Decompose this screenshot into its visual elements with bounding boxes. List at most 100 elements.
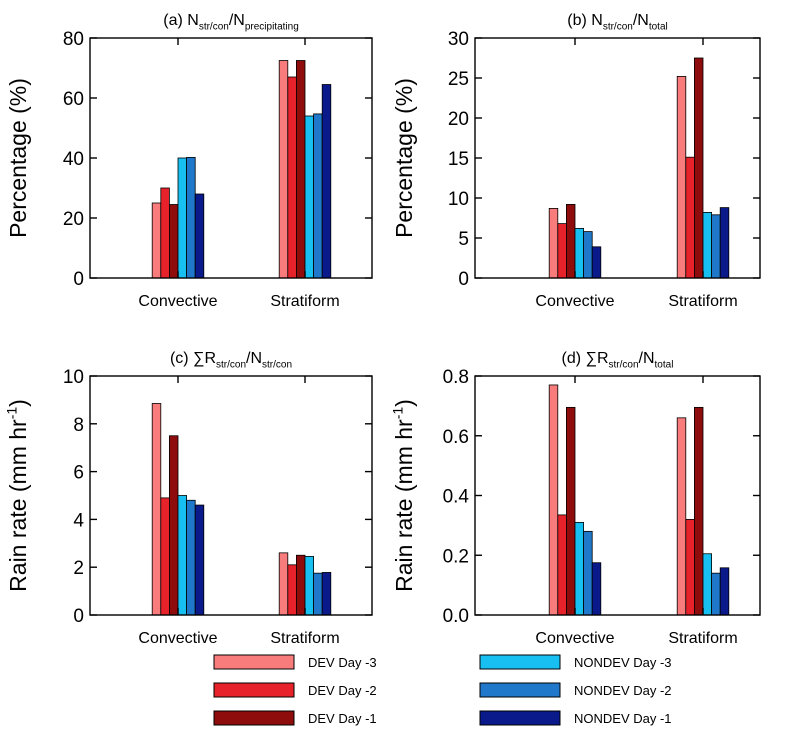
bar [548, 384, 559, 616]
y-tick-label: 25 [448, 69, 469, 90]
legend-label: NONDEV Day -1 [574, 711, 672, 726]
chart-panel-b: 0 5 10 15 20 25 30 Convective Stratiform (b) Nstr… [391, 12, 761, 310]
bar [287, 564, 297, 616]
y-tick-label: 0 [73, 606, 84, 627]
y-tick-label: 0.4 [443, 487, 470, 508]
chart-title-part: (d) ∑R [562, 350, 609, 367]
bar [548, 207, 559, 279]
chart-title-part: str/con [603, 21, 633, 32]
x-tick-label: Stratiform [270, 293, 339, 310]
bar [151, 202, 162, 279]
bar [685, 519, 695, 616]
y-tick-label: 0.8 [443, 367, 469, 388]
bar [566, 203, 576, 279]
y-axis-label-part: -1 [389, 407, 405, 420]
bar [321, 84, 332, 279]
bar [719, 207, 730, 279]
bar [295, 554, 306, 616]
y-tick-label: 0.2 [443, 546, 469, 567]
bar [702, 211, 713, 279]
x-tick-label: Stratiform [668, 293, 737, 310]
bar [694, 57, 704, 279]
y-tick-label: 80 [63, 29, 84, 50]
y-axis-label-part: Percentage (%) [391, 78, 417, 238]
y-axis-label-part: Percentage (%) [5, 78, 31, 238]
y-axis-label-part: Rain rate (mm hr [391, 419, 417, 592]
y-tick-label: 2 [73, 558, 84, 579]
bar [557, 223, 567, 279]
y-tick-label: 15 [448, 149, 469, 170]
y-tick-label: 6 [73, 463, 84, 484]
bar [313, 113, 323, 279]
y-tick-label: 0 [458, 269, 469, 290]
y-tick-label: 8 [73, 415, 84, 436]
y-tick-label: 20 [448, 109, 469, 130]
y-axis-label-part: ) [5, 399, 31, 407]
legend-swatch [479, 710, 561, 726]
bar [168, 204, 179, 279]
y-tick-label: 60 [63, 89, 84, 110]
legend-label: DEV Day -3 [308, 655, 377, 670]
bar [177, 495, 188, 616]
legend-item: NONDEV Day -3 [479, 654, 672, 670]
legend-swatch [213, 654, 295, 670]
x-tick-label: Convective [535, 293, 614, 310]
chart-title: (a) Nstr/con/Nprecipitating [163, 12, 299, 32]
legend: DEV Day -3 DEV Day -2 DEV Day -1 NONDEV Day… [213, 654, 672, 726]
bar [694, 406, 704, 616]
chart-title: (b) Nstr/con/Ntotal [567, 12, 667, 32]
y-tick-label: 20 [63, 209, 84, 230]
chart-title-part: precipitating [245, 21, 299, 32]
chart-title-part: /N [639, 350, 655, 367]
bar [186, 156, 196, 279]
bar [711, 572, 721, 616]
chart-title-part: /N [246, 350, 262, 367]
chart-panel-d: 0.0 0.2 0.4 0.6 0.8 Convective Stratiform (d) ∑… [389, 350, 761, 647]
legend-label: NONDEV Day -2 [574, 683, 672, 698]
bar [574, 227, 585, 279]
legend-item: DEV Day -2 [213, 682, 377, 698]
bar [719, 567, 730, 616]
bar [676, 417, 687, 616]
x-tick-label: Convective [138, 293, 217, 310]
bar [583, 231, 593, 279]
bar [278, 552, 289, 616]
x-tick-label: Convective [138, 630, 217, 647]
legend-item: DEV Day -1 [213, 710, 377, 726]
chart-title-part: str/con [609, 359, 639, 370]
y-tick-label: 10 [63, 367, 84, 388]
y-tick-label: 0.6 [443, 427, 469, 448]
x-tick-label: Convective [535, 630, 614, 647]
y-tick-label: 10 [448, 189, 469, 210]
bar [160, 497, 170, 616]
y-axis-label: Percentage (%) [391, 78, 417, 238]
bar [194, 193, 205, 279]
bar [304, 556, 315, 616]
y-tick-label: 40 [63, 149, 84, 170]
legend-item: DEV Day -3 [213, 654, 377, 670]
legend-swatch [479, 682, 561, 698]
bar [591, 246, 602, 279]
bar [287, 76, 297, 279]
bar [702, 553, 713, 616]
y-tick-label: 0 [73, 269, 84, 290]
bar [557, 514, 567, 616]
y-axis-label: Rain rate (mm hr-1) [3, 399, 31, 592]
chart-title-part: (b) N [567, 12, 603, 29]
bar [583, 530, 593, 616]
legend-swatch [213, 682, 295, 698]
chart-title-part: /N [633, 12, 649, 29]
bar [160, 187, 170, 279]
y-tick-label: 0.0 [443, 606, 469, 627]
legend-label: DEV Day -2 [308, 683, 377, 698]
bar [177, 157, 188, 279]
x-tick-label: Stratiform [668, 630, 737, 647]
legend-label: NONDEV Day -3 [574, 655, 672, 670]
legend-swatch [479, 654, 561, 670]
chart-title-part: total [649, 21, 668, 32]
y-axis-label: Rain rate (mm hr-1) [389, 399, 417, 592]
legend-item: NONDEV Day -1 [479, 710, 672, 726]
